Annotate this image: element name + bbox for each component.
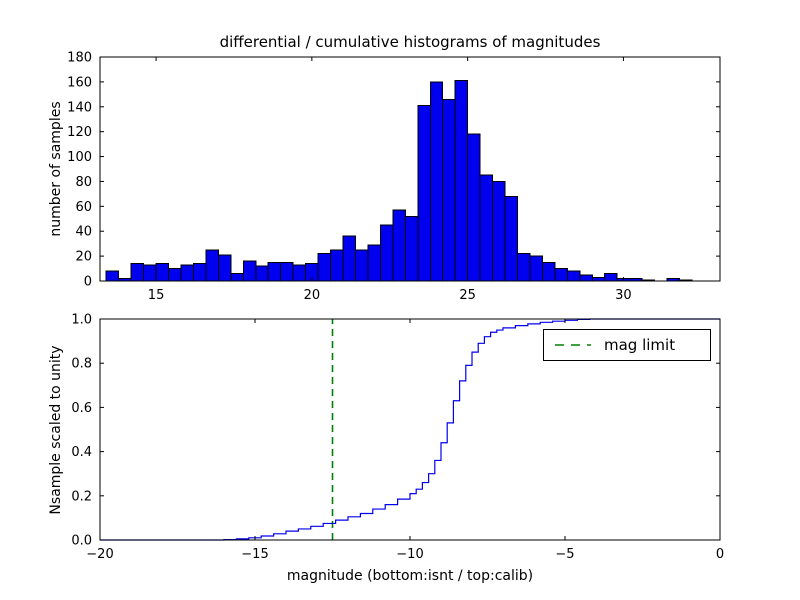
- histogram-bar: [267, 261, 282, 282]
- histogram-bar: [516, 253, 531, 282]
- histogram-bar: [604, 273, 618, 282]
- x-tick-label: 20: [304, 288, 321, 303]
- histogram-bar: [168, 268, 182, 282]
- x-tick-label: 30: [615, 288, 632, 303]
- y-tick-label: 0.0: [71, 534, 92, 549]
- histogram-bar: [554, 268, 568, 282]
- histogram-bar: [467, 133, 481, 282]
- histogram-bar: [255, 265, 269, 282]
- histogram-bar: [192, 263, 207, 282]
- histogram-bar: [105, 270, 120, 282]
- histogram-bar: [242, 260, 257, 282]
- histogram-bar: [354, 249, 369, 282]
- x-tick-label: 25: [459, 288, 476, 303]
- histogram-bar: [492, 180, 506, 282]
- histogram-bar: [342, 235, 356, 282]
- x-axis-label: magnitude (bottom:isnt / top:calib): [286, 568, 534, 584]
- x-tick-label: −20: [86, 547, 113, 562]
- axes-frame: [99, 56, 721, 282]
- histogram-bar: [280, 261, 294, 282]
- histogram-bar: [529, 255, 543, 282]
- histogram-bar: [404, 215, 419, 282]
- histogram-bar: [180, 264, 194, 282]
- y-tick-label: 0.4: [71, 445, 92, 460]
- histogram-bar: [541, 261, 556, 282]
- legend-dash-icon: [555, 344, 591, 346]
- y-tick-label: 1.0: [71, 313, 92, 328]
- histogram-bar: [442, 98, 456, 282]
- histogram-bar: [155, 263, 170, 282]
- histogram-bar: [230, 273, 244, 282]
- histogram-bar: [429, 81, 444, 282]
- histogram-bar: [417, 105, 431, 282]
- y-tick-label: 120: [67, 125, 92, 140]
- legend: mag limit: [543, 329, 711, 361]
- x-tick-label: 0: [716, 547, 724, 562]
- y-tick-label: 160: [67, 75, 92, 90]
- histogram-bar: [130, 263, 145, 282]
- y-tick-label: 180: [67, 51, 92, 66]
- bottom-ylabel: Nsample scaled to unity: [48, 345, 64, 515]
- histogram-bar: [367, 244, 381, 282]
- histogram-bar: [292, 264, 307, 282]
- x-tick-label: −5: [555, 547, 574, 562]
- histogram-bar: [392, 209, 406, 282]
- y-tick-label: 20: [75, 250, 92, 265]
- x-tick-label: −10: [396, 547, 423, 562]
- histogram-bar: [217, 254, 232, 282]
- histogram-bar: [317, 253, 332, 282]
- y-tick-label: 140: [67, 100, 92, 115]
- histogram-bar: [454, 80, 469, 282]
- histogram-bar: [579, 274, 593, 282]
- cumulative-step-line: [100, 318, 720, 541]
- x-tick-label: 15: [148, 288, 165, 303]
- x-tick-label: −15: [241, 547, 268, 562]
- y-tick-label: 0.2: [71, 489, 92, 504]
- histogram-bar: [143, 264, 157, 282]
- legend-label: mag limit: [604, 336, 676, 354]
- y-tick-label: 0: [84, 275, 92, 290]
- y-tick-label: 60: [75, 200, 92, 215]
- y-tick-label: 0.6: [71, 401, 92, 416]
- y-tick-label: 0.8: [71, 357, 92, 372]
- chart-title: differential / cumulative histograms of …: [219, 33, 601, 51]
- histogram-bar: [504, 195, 518, 282]
- y-tick-label: 40: [75, 225, 92, 240]
- y-tick-label: 100: [67, 150, 92, 165]
- top-ylabel: number of samples: [48, 101, 64, 237]
- histogram-bar: [379, 224, 394, 282]
- y-tick-label: 80: [75, 175, 92, 190]
- histogram-bar: [479, 174, 494, 282]
- histogram-bar: [566, 270, 581, 282]
- histogram-bar: [330, 249, 344, 282]
- histogram-bar: [205, 249, 219, 282]
- histogram-bar: [591, 276, 606, 282]
